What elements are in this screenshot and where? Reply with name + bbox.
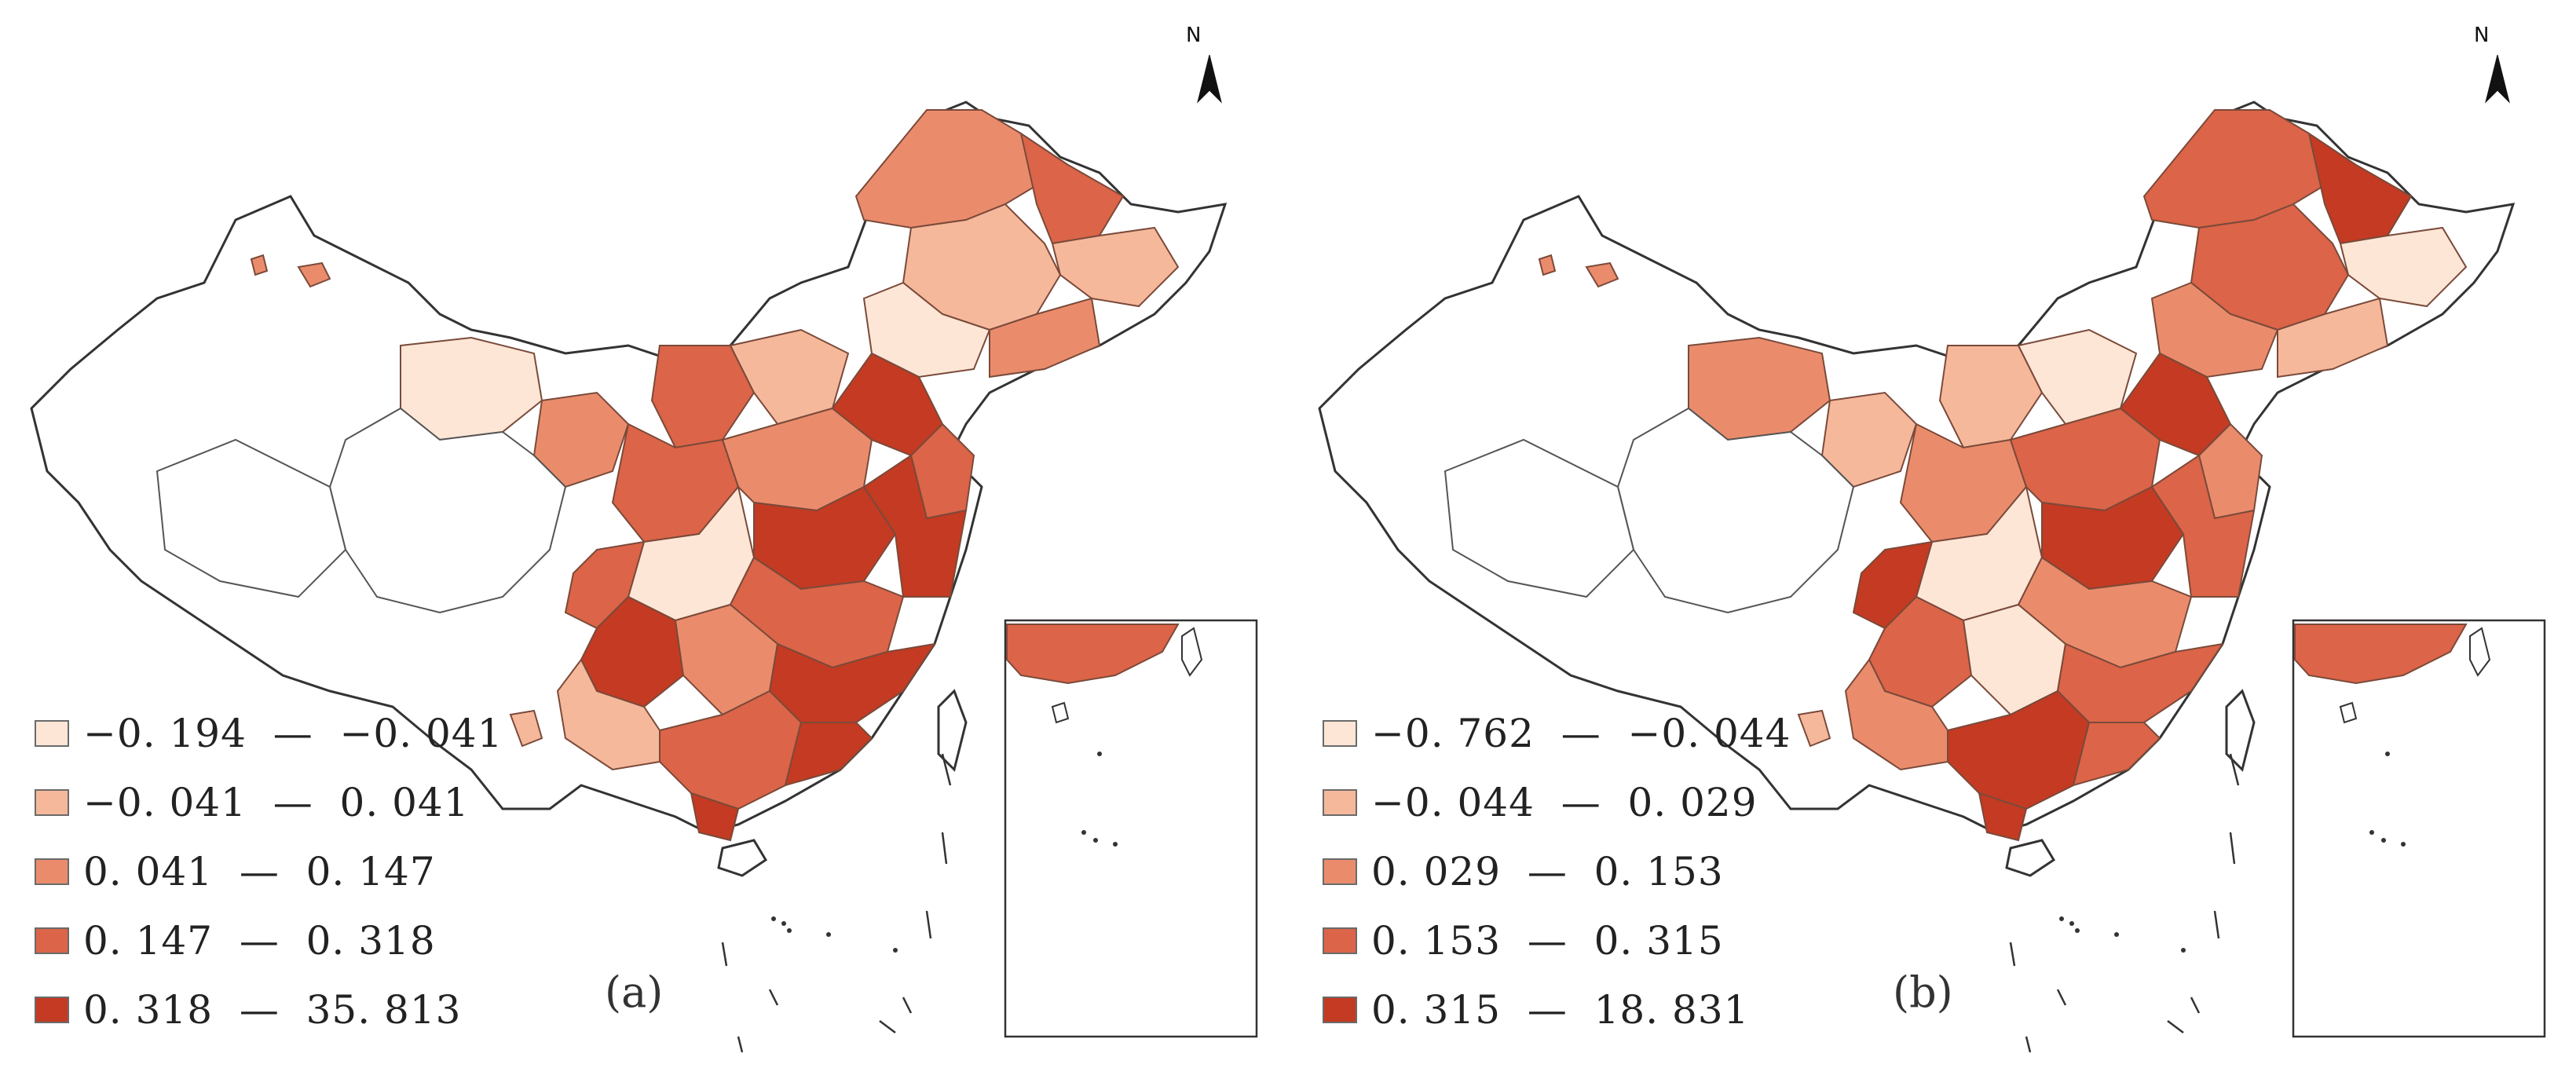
- panel-label-a: (a): [605, 967, 664, 1017]
- legend-swatch: [1323, 789, 1357, 816]
- north-arrow: [2485, 54, 2510, 104]
- legend-item: 0. 147 — 0. 318: [35, 906, 503, 975]
- map-geometry: [30, 54, 1258, 1053]
- legend-item: −0. 041 — 0. 041: [35, 768, 503, 837]
- legend-label: 0. 041 — 0. 147: [83, 849, 436, 894]
- legend-a: −0. 194 — −0. 041 −0. 041 — 0. 041 0. 04…: [35, 699, 503, 1044]
- north-label: N: [2474, 24, 2490, 47]
- map-panel-b: N −0. 762 — −0. 044 −0. 044 — 0. 029 0. …: [1288, 0, 2576, 1068]
- legend-label: 0. 153 — 0. 315: [1371, 918, 1724, 964]
- legend-swatch: [1323, 927, 1357, 954]
- north-arrow: [1197, 54, 1222, 104]
- legend-swatch: [1323, 858, 1357, 885]
- legend-item: 0. 153 — 0. 315: [1323, 906, 1791, 975]
- south-china-sea-inset: [2292, 619, 2546, 1038]
- legend-swatch: [35, 927, 69, 954]
- legend-label: 0. 315 — 18. 831: [1371, 987, 1750, 1033]
- legend-swatch: [1323, 997, 1357, 1023]
- china-map-b: [1318, 54, 2546, 1053]
- legend-label: 0. 147 — 0. 318: [83, 918, 436, 964]
- legend-item: −0. 044 — 0. 029: [1323, 768, 1791, 837]
- legend-label: −0. 762 — −0. 044: [1371, 711, 1791, 756]
- legend-item: 0. 029 — 0. 153: [1323, 837, 1791, 906]
- legend-swatch: [35, 789, 69, 816]
- panel-label-b: (b): [1893, 967, 1953, 1017]
- north-label: N: [1186, 24, 1202, 47]
- legend-label: −0. 041 — 0. 041: [83, 780, 470, 825]
- legend-b: −0. 762 — −0. 044 −0. 044 — 0. 029 0. 02…: [1323, 699, 1791, 1044]
- legend-item: −0. 194 — −0. 041: [35, 699, 503, 768]
- legend-item: 0. 041 — 0. 147: [35, 837, 503, 906]
- legend-item: −0. 762 — −0. 044: [1323, 699, 1791, 768]
- china-map-a: [30, 54, 1258, 1053]
- legend-item: 0. 315 — 18. 831: [1323, 975, 1791, 1044]
- legend-label: −0. 194 — −0. 041: [83, 711, 503, 756]
- legend-item: 0. 318 — 35. 813: [35, 975, 503, 1044]
- map-panel-a: N −0. 194 — −0. 041 −0. 041 — 0. 041 0. …: [30, 24, 1258, 1053]
- legend-swatch: [1323, 720, 1357, 747]
- legend-swatch: [35, 858, 69, 885]
- map-geometry: [1318, 54, 2546, 1053]
- legend-label: 0. 318 — 35. 813: [83, 987, 462, 1033]
- south-china-sea-inset: [1004, 619, 1258, 1038]
- legend-swatch: [35, 997, 69, 1023]
- legend-label: −0. 044 — 0. 029: [1371, 780, 1758, 825]
- legend-swatch: [35, 720, 69, 747]
- legend-label: 0. 029 — 0. 153: [1371, 849, 1724, 894]
